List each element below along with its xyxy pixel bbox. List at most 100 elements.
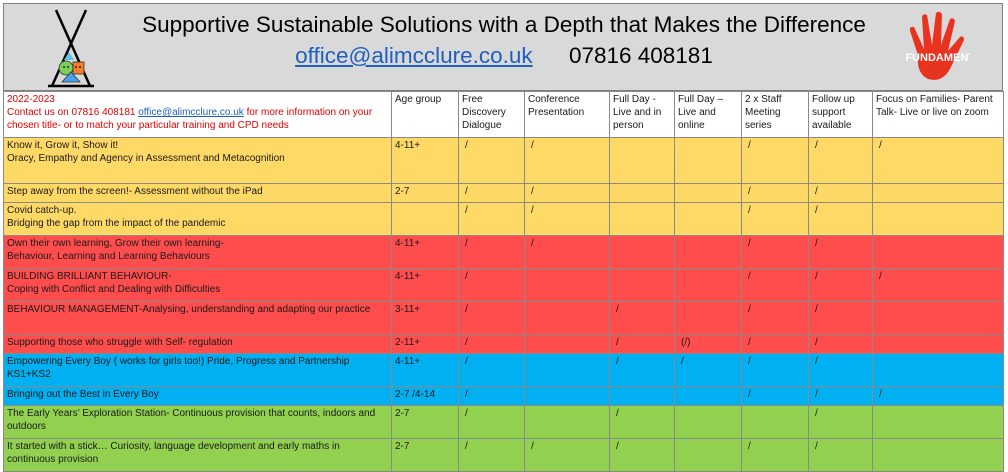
age-group-cell: 4-11+ (391, 353, 459, 387)
availability-mark: / (524, 438, 610, 472)
availability-mark: / (458, 202, 525, 236)
availability-mark (524, 268, 610, 302)
course-title-cell: Own their own learning, Grow their own l… (3, 235, 392, 269)
availability-mark: / (872, 268, 1004, 302)
course-title-cell: Bringing out the Best in Every Boy (3, 386, 392, 406)
col-header-free-discovery: Free Discovery Dialogue (458, 91, 525, 138)
availability-mark: / (458, 405, 525, 439)
availability-mark (609, 268, 675, 302)
availability-mark: / (872, 137, 1004, 184)
course-title-cell: BEHAVIOUR MANAGEMENT-Analysing, understa… (3, 301, 392, 335)
course-title: Own their own learning, Grow their own l… (7, 238, 224, 249)
availability-mark (872, 202, 1004, 236)
availability-mark (524, 353, 610, 387)
table-row: BEHAVIOUR MANAGEMENT-Analysing, understa… (3, 301, 1004, 335)
training-table: 2022-2023 Contact us on 07816 408181 off… (3, 91, 1004, 472)
course-title-cell: It started with a stick… Curiosity, lang… (3, 438, 392, 472)
availability-mark: / (458, 386, 525, 406)
table-row: Own their own learning, Grow their own l… (3, 235, 1004, 269)
intro-cell: 2022-2023 Contact us on 07816 408181 off… (3, 91, 392, 138)
course-title: Know it, Grow it, Show it! (7, 140, 119, 151)
table-row: Covid catch-up. Bridging the gap from the… (3, 202, 1004, 236)
availability-mark: / (609, 301, 675, 335)
availability-mark (872, 183, 1004, 203)
availability-mark: / (524, 202, 610, 236)
course-title: Step away from the screen!- Assessment w… (7, 186, 263, 197)
availability-mark (741, 405, 809, 439)
availability-mark: / (741, 301, 809, 335)
contact-line: office@alimcclure.co.uk 07816 408181 (4, 43, 1004, 69)
table-row: The Early Years’ Exploration Station- Co… (3, 405, 1004, 439)
availability-mark: / (808, 183, 873, 203)
table-row: It started with a stick… Curiosity, lang… (3, 438, 1004, 472)
availability-mark: / (741, 386, 809, 406)
header-banner: Supportive Sustainable Solutions with a … (3, 3, 1003, 91)
course-title-cell: Know it, Grow it, Show it! Oracy, Empathy… (3, 137, 392, 184)
availability-mark (524, 334, 610, 354)
availability-mark (674, 405, 742, 439)
table-row: Bringing out the Best in Every Boy 2-7 /4… (3, 386, 1004, 406)
availability-mark: / (458, 268, 525, 302)
availability-mark (609, 183, 675, 203)
availability-mark: / (458, 183, 525, 203)
course-subtitle: Oracy, Empathy and Agency in Assessment … (7, 153, 285, 164)
age-group-cell: 4-11+ (391, 235, 459, 269)
availability-mark (609, 202, 675, 236)
availability-mark (674, 268, 742, 302)
intro-email-link[interactable]: office@alimcclure.co.uk (138, 107, 244, 118)
availability-mark: (/) (674, 334, 742, 354)
tent-logo-icon (48, 9, 94, 88)
availability-mark (872, 334, 1004, 354)
table-row: Know it, Grow it, Show it! Oracy, Empathy… (3, 137, 1004, 184)
availability-mark (609, 235, 675, 269)
course-title: It started with a stick… Curiosity, lang… (7, 441, 340, 465)
email-link[interactable]: office@alimcclure.co.uk (295, 43, 533, 68)
availability-mark: / (741, 183, 809, 203)
availability-mark: / (808, 202, 873, 236)
col-header-follow-up: Follow up support available (808, 91, 873, 138)
availability-mark (674, 202, 742, 236)
course-title: Supporting those who struggle with Self-… (7, 337, 233, 348)
availability-mark: / (458, 438, 525, 472)
availability-mark: / (524, 235, 610, 269)
age-group-cell: 2-7 /4-14 (391, 386, 459, 406)
course-title-cell: BUILDING BRILLIANT BEHAVIOUR- Coping with… (3, 268, 392, 302)
availability-mark: / (524, 137, 610, 184)
course-title: BUILDING BRILLIANT BEHAVIOUR- (7, 271, 172, 282)
availability-mark: / (808, 334, 873, 354)
availability-mark: / (741, 202, 809, 236)
course-title-cell: Empowering Every Boy ( works for girls t… (3, 353, 392, 387)
col-header-full-day-in-person: Full Day - Live and in person (609, 91, 675, 138)
availability-mark: / (808, 301, 873, 335)
table-row: Step away from the screen!- Assessment w… (3, 183, 1004, 203)
availability-mark: / (808, 386, 873, 406)
availability-mark: / (674, 353, 742, 387)
table-row: Supporting those who struggle with Self-… (3, 334, 1004, 354)
availability-mark: / (609, 405, 675, 439)
availability-mark (674, 386, 742, 406)
course-title: The Early Years’ Exploration Station- Co… (7, 408, 376, 432)
availability-mark (872, 438, 1004, 472)
availability-mark: / (741, 268, 809, 302)
hand-logo-text: FIVE FUNDAMENTALS (904, 52, 970, 64)
availability-mark: / (741, 334, 809, 354)
availability-mark: / (458, 235, 525, 269)
availability-mark: / (458, 334, 525, 354)
course-title: Covid catch-up. (7, 205, 77, 216)
table-row: Empowering Every Boy ( works for girls t… (3, 353, 1004, 387)
availability-mark: / (808, 137, 873, 184)
availability-mark (609, 386, 675, 406)
col-header-conference: Conference Presentation (524, 91, 610, 138)
course-title-cell: The Early Years’ Exploration Station- Co… (3, 405, 392, 439)
availability-mark (872, 301, 1004, 335)
age-group-cell: 2-11+ (391, 334, 459, 354)
page: Supportive Sustainable Solutions with a … (3, 3, 1004, 472)
availability-mark (609, 137, 675, 184)
availability-mark: / (808, 353, 873, 387)
availability-mark: / (458, 301, 525, 335)
hand-logo-icon: FIVE FUNDAMENTALS (904, 11, 970, 80)
availability-mark (872, 235, 1004, 269)
course-subtitle: Bridging the gap from the impact of the … (7, 218, 226, 229)
availability-mark: / (741, 353, 809, 387)
availability-mark: / (808, 268, 873, 302)
